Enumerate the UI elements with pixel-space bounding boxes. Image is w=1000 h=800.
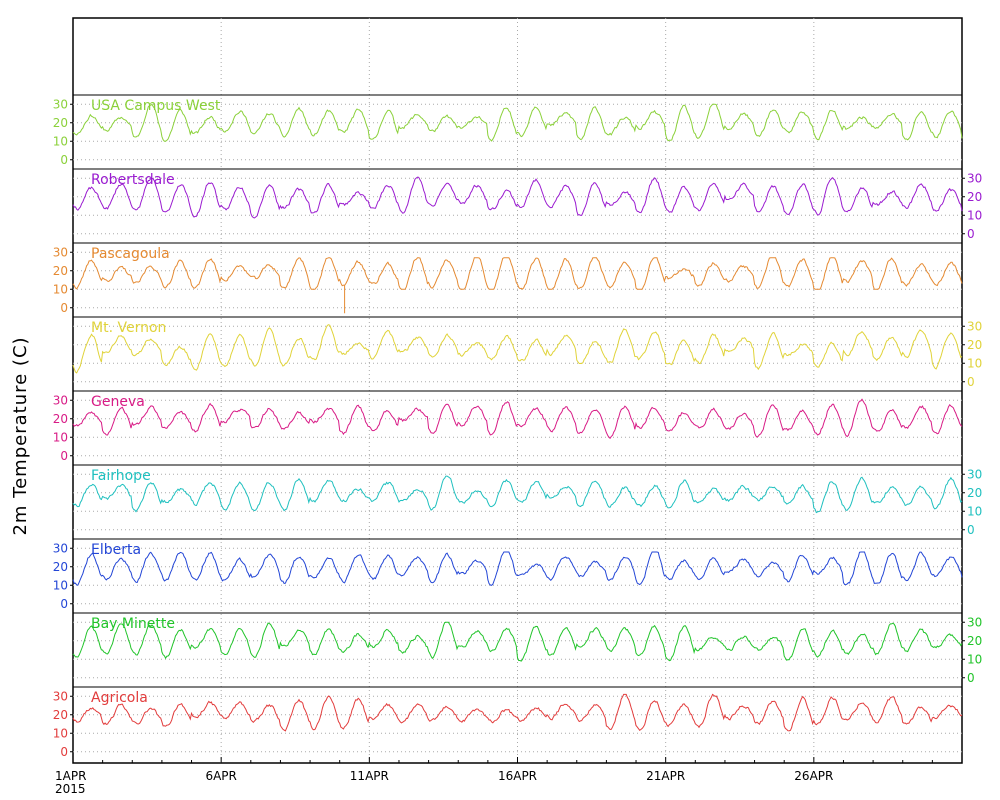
panel-title: Robertsdale [91,172,175,188]
y-tick-label: 10 [967,356,982,370]
y-tick-label: 20 [53,412,68,426]
y-tick-label: 10 [967,208,982,222]
series-line [72,551,963,586]
y-tick-label: 10 [53,578,68,592]
panel-pascagoula: 0 10 20 30 Pascagoula [53,242,963,315]
series-line [72,176,963,219]
panel-title: Geneva [91,394,145,410]
panel-robertsdale: 0 10 20 30 Robertsdale [72,168,982,241]
y-tick-label: 20 [967,486,982,500]
y-tick-label: 0 [60,597,68,611]
y-tick-label: 0 [60,301,68,315]
y-tick-label: 20 [53,264,68,278]
y-tick-label: 30 [967,319,982,333]
panel-agricola: 0 10 20 30 Agricola [53,686,963,759]
y-tick-label: 30 [967,615,982,629]
y-tick-label: 20 [967,190,982,204]
panel-title: USA Campus West [91,98,221,114]
y-tick-label: 0 [967,523,975,537]
y-axis-label: 2m Temperature (C) [10,336,31,535]
panel-bay-minette: 0 10 20 30 Bay Minette [72,612,982,685]
y-tick-label: 0 [60,745,68,759]
y-tick-label: 20 [53,708,68,722]
y-tick-label: 30 [967,171,982,185]
y-tick-label: 30 [53,245,68,259]
y-tick-label: 0 [967,375,975,389]
y-tick-label: 30 [967,467,982,481]
y-tick-label: 30 [53,393,68,407]
series-line [72,475,963,514]
y-tick-label: 10 [53,282,68,296]
panel-title: Elberta [91,542,141,558]
panels: 0 10 20 30 USA Campus West 0 10 20 30 Robertsdale… [53,94,982,759]
y-tick-label: 20 [967,338,982,352]
y-tick-label: 10 [53,134,68,148]
series-line [72,693,963,732]
panel-title: Agricola [91,690,148,706]
panel-usa-campus-west: 0 10 20 30 USA Campus West [53,94,963,167]
y-tick-label: 20 [53,560,68,574]
x-tick-label: 11APR [350,769,389,783]
x-tick-label: 16APR [498,769,537,783]
panel-title: Fairhope [91,468,151,484]
panel-title: Pascagoula [91,246,170,262]
y-tick-label: 0 [60,153,68,167]
y-tick-label: 10 [967,504,982,518]
y-tick-label: 10 [53,430,68,444]
x-tick-label: 1APR [55,769,86,783]
panel-elberta: 0 10 20 30 Elberta [53,538,963,611]
series-line [72,324,963,374]
y-tick-label: 30 [53,97,68,111]
y-tick-label: 0 [967,671,975,685]
y-tick-label: 20 [53,116,68,130]
x-axis: 1APR 6APR 11APR 16APR 21APR 26APR 2015 [55,757,963,796]
x-tick-label: 26APR [794,769,833,783]
y-tick-label: 30 [53,541,68,555]
y-tick-label: 10 [967,652,982,666]
y-tick-label: 30 [53,689,68,703]
x-tick-label: 6APR [205,769,236,783]
series-line [72,621,963,662]
panel-mt-vernon: 0 10 20 30 Mt. Vernon [72,316,982,389]
x-year-label: 2015 [55,782,86,796]
y-tick-label: 10 [53,726,68,740]
y-tick-label: 0 [967,227,975,241]
panel-title: Mt. Vernon [91,320,166,336]
panel-geneva: 0 10 20 30 Geneva [53,390,963,463]
y-tick-label: 20 [967,634,982,648]
series-line [72,103,963,142]
panel-title: Bay Minette [91,616,175,632]
series-line [72,257,963,314]
x-tick-label: 21APR [646,769,685,783]
y-tick-label: 0 [60,449,68,463]
panel-fairhope: 0 10 20 30 Fairhope [72,464,982,537]
series-line [72,398,963,440]
